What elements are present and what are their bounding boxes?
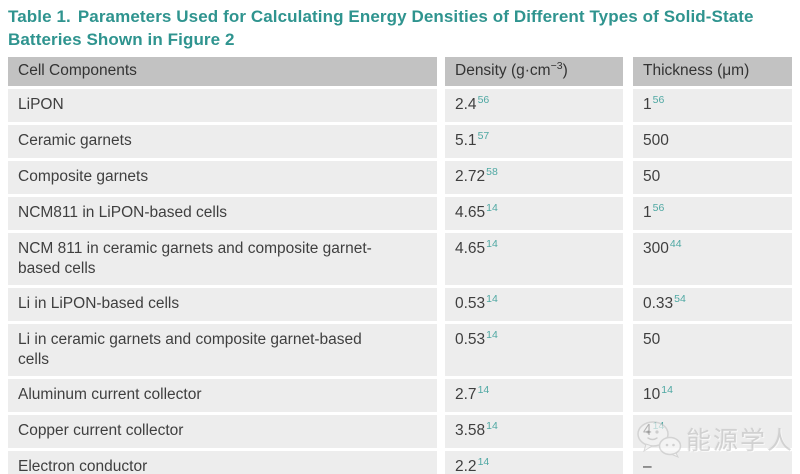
cell-thickness: 156 bbox=[633, 197, 792, 230]
density-value: 2.4 bbox=[455, 96, 477, 113]
cell-thickness: 50 bbox=[633, 324, 792, 376]
header-cell-components: Cell Components bbox=[8, 57, 437, 86]
thickness-value: – bbox=[643, 458, 652, 474]
table-row: LiPON 2.456 156 bbox=[8, 89, 792, 122]
density-value: 2.7 bbox=[455, 386, 477, 403]
header-density-prefix: Density (g·cm bbox=[455, 62, 551, 79]
density-value: 4.65 bbox=[455, 240, 486, 257]
thickness-reference: 54 bbox=[674, 293, 686, 305]
density-reference: 14 bbox=[486, 202, 498, 214]
table-title: Table 1. Parameters Used for Calculating … bbox=[8, 5, 792, 51]
thickness-reference: 14 bbox=[652, 420, 665, 432]
table-title-text: Parameters Used for Calculating Energy D… bbox=[8, 7, 754, 49]
table-row: Composite garnets 2.7258 50 bbox=[8, 161, 792, 194]
cell-density: 2.7258 bbox=[445, 161, 623, 194]
cell-density: 4.6514 bbox=[445, 197, 623, 230]
density-value: 0.53 bbox=[455, 331, 486, 348]
density-reference: 14 bbox=[486, 293, 498, 305]
density-reference: 14 bbox=[486, 420, 498, 432]
cell-density: 3.5814 bbox=[445, 415, 623, 448]
density-reference: 14 bbox=[486, 238, 498, 250]
cell-component: LiPON bbox=[8, 89, 437, 122]
cell-component: Electron conductor bbox=[8, 451, 437, 474]
thickness-reference: 44 bbox=[669, 238, 682, 250]
cell-component: Composite garnets bbox=[8, 161, 437, 194]
table-row: Electron conductor 2.214 – bbox=[8, 451, 792, 474]
cell-component: NCM 811 in ceramic garnets and composite… bbox=[8, 233, 437, 285]
cell-thickness: 1014 bbox=[633, 379, 792, 412]
cell-thickness: 0.3354 bbox=[633, 288, 792, 321]
cell-component: Aluminum current collector bbox=[8, 379, 437, 412]
cell-thickness: 500 bbox=[633, 125, 792, 158]
table-title-label: Table 1. bbox=[8, 7, 71, 26]
density-value: 0.53 bbox=[455, 295, 486, 312]
density-value: 2.2 bbox=[455, 458, 477, 474]
cell-thickness: 414 bbox=[633, 415, 792, 448]
cell-density: 2.214 bbox=[445, 451, 623, 474]
header-density-exponent: −3 bbox=[550, 60, 563, 72]
density-reference: 56 bbox=[477, 94, 490, 106]
table-header-row: Cell Components Density (g·cm−3) Thickne… bbox=[8, 57, 792, 86]
density-value: 3.58 bbox=[455, 422, 486, 439]
cell-component: Li in ceramic garnets and composite garn… bbox=[8, 324, 437, 376]
cell-thickness: 30044 bbox=[633, 233, 792, 285]
density-reference: 14 bbox=[477, 456, 490, 468]
thickness-reference: 56 bbox=[652, 202, 665, 214]
cell-density: 2.456 bbox=[445, 89, 623, 122]
thickness-value: 1 bbox=[643, 96, 652, 113]
cell-component: Ceramic garnets bbox=[8, 125, 437, 158]
cell-density: 0.5314 bbox=[445, 324, 623, 376]
table-row: NCM 811 in ceramic garnets and composite… bbox=[8, 233, 792, 285]
density-reference: 57 bbox=[477, 130, 490, 142]
cell-thickness: 50 bbox=[633, 161, 792, 194]
table-row: Copper current collector 3.5814 414 bbox=[8, 415, 792, 448]
thickness-value: 4 bbox=[643, 422, 652, 439]
cell-thickness: – bbox=[633, 451, 792, 474]
table-row: Aluminum current collector 2.714 1014 bbox=[8, 379, 792, 412]
parameters-table: Cell Components Density (g·cm−3) Thickne… bbox=[8, 57, 792, 474]
table-row: Li in LiPON-based cells 0.5314 0.3354 bbox=[8, 288, 792, 321]
table-body: LiPON 2.456 156 Ceramic garnets 5.157 50… bbox=[8, 89, 792, 474]
table-row: Li in ceramic garnets and composite garn… bbox=[8, 324, 792, 376]
density-reference: 58 bbox=[486, 166, 498, 178]
density-reference: 14 bbox=[477, 384, 490, 396]
density-value: 5.1 bbox=[455, 132, 477, 149]
density-reference: 14 bbox=[486, 329, 498, 341]
cell-thickness: 156 bbox=[633, 89, 792, 122]
cell-component: Li in LiPON-based cells bbox=[8, 288, 437, 321]
table-row: NCM811 in LiPON-based cells 4.6514 156 bbox=[8, 197, 792, 230]
thickness-value: 300 bbox=[643, 240, 669, 257]
cell-density: 0.5314 bbox=[445, 288, 623, 321]
thickness-value: 500 bbox=[643, 132, 669, 149]
thickness-value: 1 bbox=[643, 204, 652, 221]
cell-density: 2.714 bbox=[445, 379, 623, 412]
header-thickness: Thickness (μm) bbox=[633, 57, 792, 86]
thickness-reference: 56 bbox=[652, 94, 665, 106]
thickness-reference: 14 bbox=[661, 384, 673, 396]
cell-density: 5.157 bbox=[445, 125, 623, 158]
cell-density: 4.6514 bbox=[445, 233, 623, 285]
header-density: Density (g·cm−3) bbox=[445, 57, 623, 86]
density-value: 4.65 bbox=[455, 204, 486, 221]
header-density-suffix: ) bbox=[562, 62, 568, 79]
thickness-value: 50 bbox=[643, 168, 661, 185]
thickness-value: 50 bbox=[643, 331, 661, 348]
cell-component: Copper current collector bbox=[8, 415, 437, 448]
table-row: Ceramic garnets 5.157 500 bbox=[8, 125, 792, 158]
thickness-value: 10 bbox=[643, 386, 661, 403]
cell-component: NCM811 in LiPON-based cells bbox=[8, 197, 437, 230]
density-value: 2.72 bbox=[455, 168, 486, 185]
thickness-value: 0.33 bbox=[643, 295, 674, 312]
